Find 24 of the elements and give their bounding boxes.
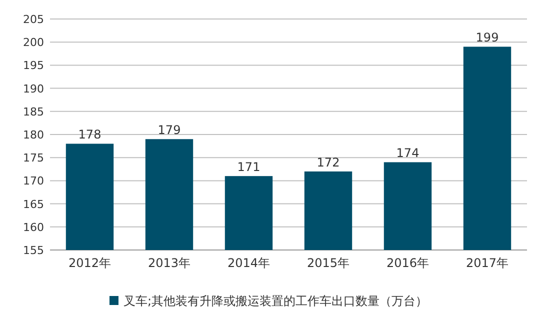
data-label: 179 [158,123,181,138]
x-tick-label: 2015年 [306,256,350,270]
x-tick-label: 2013年 [148,256,191,270]
y-tick-label: 205 [23,13,44,26]
y-tick-label: 165 [23,198,44,211]
data-label: 174 [396,146,420,160]
data-label: 199 [476,30,499,45]
x-tick-label: 2017年 [466,256,509,270]
y-tick-label: 190 [23,82,44,96]
legend-label: 叉车;其他装有升降或搬运装置的工作车出口数量（万台） [123,294,428,308]
x-tick-label: 2012年 [68,256,112,270]
y-tick-label: 195 [23,59,44,72]
y-tick-label: 175 [23,152,44,165]
y-tick-label: 180 [23,128,44,142]
y-tick-label: 185 [23,105,44,118]
y-tick-label: 170 [23,174,44,188]
data-label: 178 [78,128,102,142]
y-tick-label: 155 [23,244,44,257]
data-label: 171 [237,160,260,174]
y-tick-label: 200 [23,36,44,50]
data-label: 172 [316,155,340,170]
y-tick-label: 160 [23,220,44,234]
x-tick-label: 2016年 [386,256,430,270]
x-tick-label: 2014年 [227,256,270,270]
